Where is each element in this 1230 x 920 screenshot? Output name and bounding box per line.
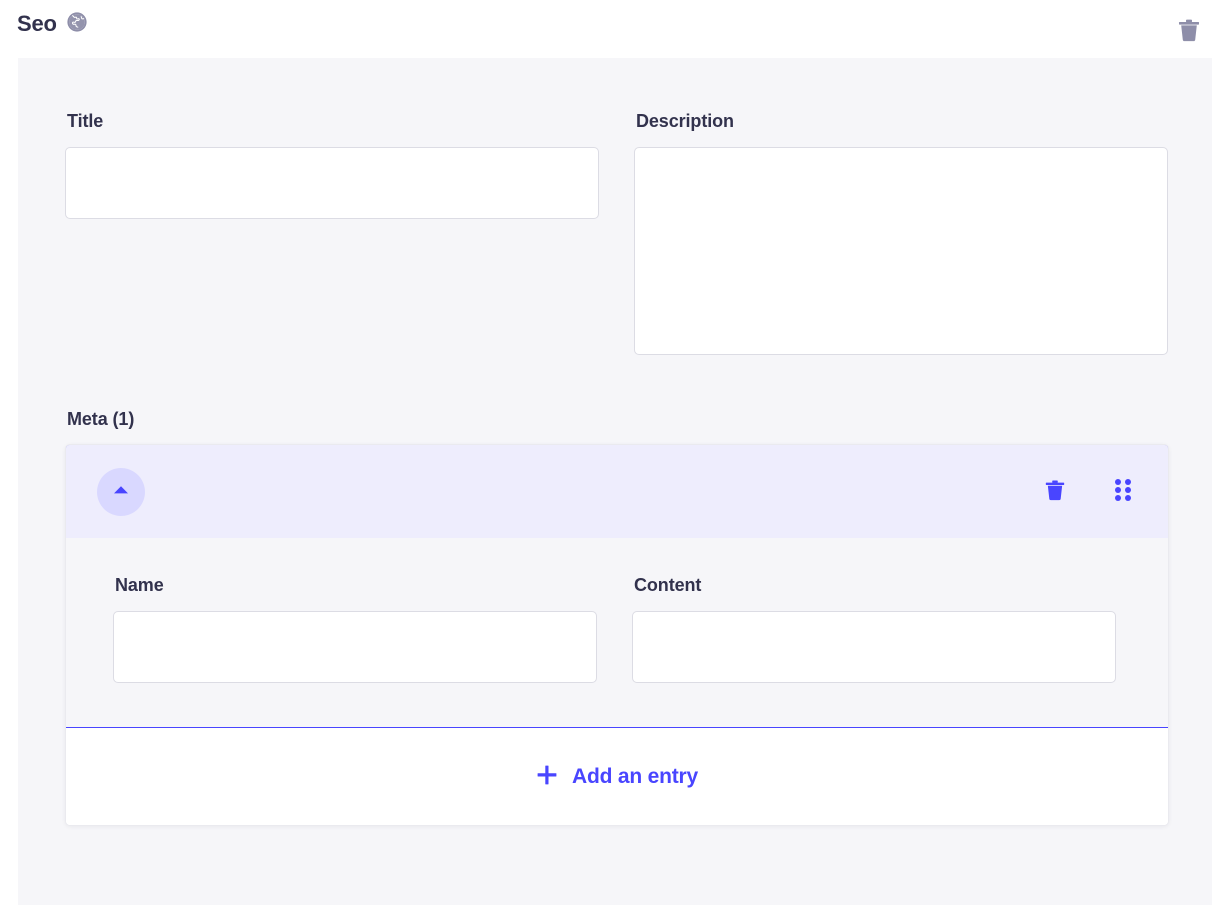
add-entry-label: Add an entry	[572, 764, 698, 788]
content-field-group: Content	[632, 574, 1116, 683]
trash-icon	[1044, 478, 1066, 505]
title-label: Title	[67, 111, 104, 131]
name-input[interactable]	[113, 611, 597, 683]
title-input[interactable]	[65, 147, 599, 219]
meta-component-body: Name Content	[66, 538, 1168, 727]
name-label: Name	[115, 575, 164, 595]
title-description-row: Title Description	[65, 110, 1169, 355]
page-header: Seo	[0, 0, 1230, 58]
content-input[interactable]	[632, 611, 1116, 683]
page-title: Seo	[17, 11, 57, 36]
description-textarea[interactable]	[634, 147, 1168, 355]
collapse-toggle-button[interactable]	[97, 467, 145, 516]
name-field-group: Name	[113, 574, 597, 683]
description-field-group: Description	[634, 110, 1168, 355]
delete-entry-button[interactable]	[1172, 14, 1206, 48]
delete-component-button[interactable]	[1040, 477, 1070, 507]
drag-handle-button[interactable]	[1108, 477, 1138, 507]
name-content-row: Name Content	[113, 574, 1121, 683]
main-fields: Title Description	[65, 110, 1169, 355]
content-panel: Title Description Meta (1)	[18, 58, 1212, 905]
plus-icon	[536, 764, 558, 789]
page-title-group: Seo	[17, 10, 88, 38]
globe-icon	[66, 11, 88, 38]
meta-entries-card: Name Content	[65, 444, 1169, 826]
meta-repeatable-section: Meta (1)	[65, 408, 1169, 826]
meta-component-header	[66, 445, 1168, 538]
meta-component-actions	[1040, 477, 1146, 507]
meta-component: Name Content	[66, 445, 1168, 728]
chevron-up-icon	[112, 484, 130, 499]
content-label: Content	[634, 575, 702, 595]
description-label: Description	[636, 111, 734, 131]
title-field-group: Title	[65, 110, 599, 219]
drag-handle-icon	[1114, 478, 1132, 505]
add-entry-button[interactable]: Add an entry	[66, 728, 1168, 825]
trash-icon	[1177, 17, 1201, 46]
meta-label: Meta (1)	[67, 409, 135, 429]
